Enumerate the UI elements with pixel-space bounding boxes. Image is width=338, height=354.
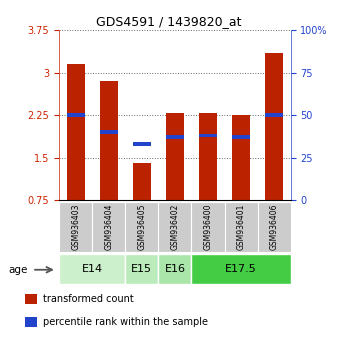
Bar: [199, 134, 217, 137]
Text: GSM936401: GSM936401: [237, 204, 246, 250]
Bar: [59, 255, 125, 284]
Bar: [25, 294, 37, 304]
Text: E17.5: E17.5: [225, 264, 257, 274]
Text: GSM936404: GSM936404: [104, 204, 113, 250]
Bar: [232, 136, 250, 139]
Bar: [191, 202, 224, 252]
Bar: [25, 317, 37, 327]
Text: GSM936402: GSM936402: [170, 204, 179, 250]
Text: E16: E16: [164, 264, 186, 274]
Text: percentile rank within the sample: percentile rank within the sample: [43, 317, 208, 327]
Bar: [191, 255, 291, 284]
Text: GSM936400: GSM936400: [203, 204, 213, 250]
Bar: [133, 162, 151, 200]
Text: GDS4591 / 1439820_at: GDS4591 / 1439820_at: [96, 15, 242, 28]
Bar: [125, 255, 159, 284]
Bar: [133, 142, 151, 145]
Bar: [67, 64, 85, 200]
Bar: [199, 113, 217, 200]
Bar: [265, 53, 283, 200]
Bar: [100, 81, 118, 200]
Bar: [125, 202, 159, 252]
Bar: [224, 202, 258, 252]
Bar: [159, 255, 191, 284]
Bar: [159, 202, 191, 252]
Text: E15: E15: [131, 264, 152, 274]
Text: age: age: [8, 265, 28, 275]
Bar: [258, 202, 291, 252]
Bar: [67, 113, 85, 117]
Text: GSM936405: GSM936405: [137, 204, 146, 250]
Bar: [100, 130, 118, 134]
Bar: [166, 136, 184, 139]
Text: transformed count: transformed count: [43, 294, 134, 304]
Text: GSM936403: GSM936403: [71, 204, 80, 250]
Text: E14: E14: [82, 264, 103, 274]
Bar: [232, 115, 250, 200]
Bar: [59, 202, 92, 252]
Bar: [265, 113, 283, 117]
Text: GSM936406: GSM936406: [270, 204, 279, 250]
Bar: [92, 202, 125, 252]
Bar: [166, 113, 184, 200]
